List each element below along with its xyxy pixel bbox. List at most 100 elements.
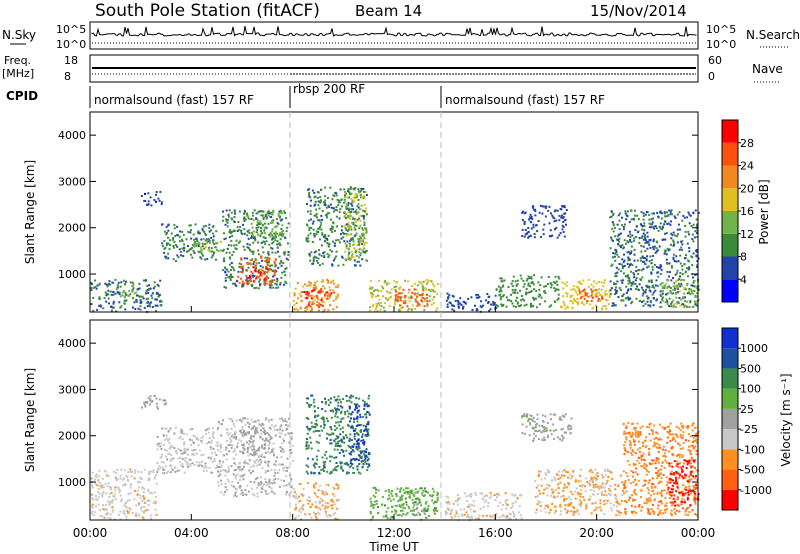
- velocity-cell: [315, 440, 318, 443]
- power-cell: [376, 310, 379, 313]
- velocity-cell: [175, 451, 178, 454]
- power-cell: [284, 268, 287, 270]
- power-cell: [429, 290, 432, 293]
- power-cell: [555, 280, 558, 283]
- velocity-cell: [408, 493, 411, 496]
- velocity-cell: [156, 471, 159, 474]
- power-cell: [428, 299, 431, 302]
- power-cell: [661, 298, 663, 301]
- velocity-cell: [329, 472, 331, 475]
- power-cell: [617, 296, 620, 298]
- velocity-cell: [538, 489, 541, 492]
- velocity-cell: [479, 507, 482, 510]
- power-cell: [644, 213, 647, 216]
- power-cell: [550, 283, 553, 286]
- power-cell: [416, 292, 419, 295]
- nsky-panel: N.Sky 10^5 10^0 10^5 10^0 N.Search: [2, 21, 800, 51]
- velocity-cell: [271, 450, 274, 453]
- power-cell: [353, 224, 356, 227]
- velocity-cell: [578, 498, 581, 501]
- power-cell: [90, 289, 93, 292]
- velocity-cell: [297, 501, 300, 504]
- power-cell: [626, 289, 629, 292]
- velocity-cell: [91, 497, 94, 500]
- power-cell: [348, 242, 351, 245]
- velocity-cell: [448, 509, 451, 512]
- power-cell: [215, 230, 218, 233]
- velocity-cell: [523, 432, 526, 435]
- power-cell: [229, 232, 232, 235]
- power-cell: [681, 243, 684, 246]
- power-cell: [378, 298, 381, 301]
- velocity-cell: [106, 508, 108, 511]
- velocity-cell: [182, 465, 185, 468]
- power-cell: [273, 226, 276, 229]
- velocity-cell: [156, 405, 159, 408]
- power-cell: [363, 203, 366, 206]
- power-cell: [102, 307, 105, 310]
- power-cell: [324, 237, 327, 240]
- power-cell: [267, 277, 270, 280]
- velocity-cell: [256, 431, 259, 434]
- power-cell: [259, 210, 262, 213]
- velocity-cell: [179, 435, 182, 438]
- power-cell: [210, 250, 213, 253]
- velocity-cell: [264, 471, 267, 474]
- power-cell: [303, 291, 306, 293]
- power-cell: [607, 303, 610, 306]
- power-cell: [353, 247, 356, 250]
- power-cell: [257, 223, 260, 226]
- power-cell: [170, 232, 173, 235]
- power-cell: [178, 248, 181, 251]
- velocity-cell: [134, 469, 137, 472]
- velocity-cell: [242, 435, 245, 438]
- velocity-cell: [213, 451, 216, 454]
- power-cell: [309, 218, 312, 221]
- velocity-cell: [609, 489, 612, 492]
- velocity-cell: [186, 463, 189, 466]
- velocity-cell: [363, 441, 366, 443]
- velocity-cell: [264, 461, 267, 464]
- power-cell: [318, 238, 321, 241]
- velocity-cell: [353, 472, 355, 474]
- velocity-cell: [546, 469, 549, 471]
- power-cell: [433, 296, 436, 298]
- power-cell: [679, 304, 682, 307]
- power-cell: [530, 275, 533, 278]
- velocity-cell: [570, 417, 573, 420]
- power-cell: [682, 303, 685, 306]
- power-cell: [343, 188, 346, 191]
- velocity-cell: [294, 508, 297, 511]
- power-cell: [229, 273, 232, 276]
- velocity-cell: [375, 491, 377, 494]
- power-cell: [230, 244, 233, 247]
- velocity-cell: [347, 445, 350, 447]
- velocity-cell: [122, 510, 125, 513]
- power-cell: [261, 246, 264, 249]
- power-cell: [377, 294, 379, 297]
- velocity-cell: [193, 464, 196, 466]
- power-cell: [277, 213, 280, 216]
- power-cell: [640, 250, 643, 253]
- velocity-cell: [265, 417, 268, 420]
- power-cell: [653, 248, 656, 251]
- velocity-cell: [250, 445, 253, 448]
- velocity-cell: [424, 513, 427, 516]
- power-cell: [641, 225, 644, 228]
- velocity-cell: [537, 484, 540, 487]
- velocity-cell: [267, 470, 270, 472]
- velocity-cell: [399, 490, 402, 493]
- velocity-cell: [333, 440, 336, 443]
- velocity-cell: [340, 467, 343, 469]
- power-cell: [359, 237, 362, 240]
- velocity-cell: [107, 482, 110, 485]
- power-cell: [252, 241, 255, 244]
- power-cell: [282, 232, 285, 235]
- velocity-cell: [537, 430, 540, 433]
- velocity-cell: [211, 435, 214, 438]
- velocity-cell: [489, 515, 492, 518]
- power-cell: [208, 223, 211, 226]
- power-cell: [255, 277, 258, 280]
- power-cell: [164, 247, 167, 249]
- power-cell: [404, 279, 407, 282]
